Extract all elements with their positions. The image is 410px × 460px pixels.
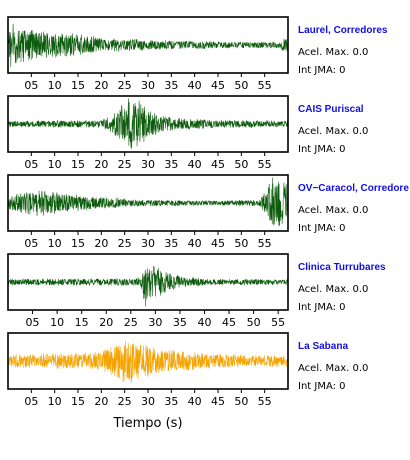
max-acceleration-label: Acel. Max. 0.0	[298, 205, 368, 216]
x-tick-label: 20	[94, 395, 108, 408]
x-tick-label: 10	[48, 158, 62, 171]
waveform-trace-2	[7, 98, 289, 149]
x-tick-label: 50	[234, 395, 248, 408]
x-tick-label: 30	[148, 316, 162, 329]
x-tick-label: 50	[234, 79, 248, 92]
x-tick-label: 30	[141, 237, 155, 250]
x-tick-label: 25	[118, 158, 132, 171]
x-tick-label: 35	[164, 237, 178, 250]
station-name-4: Clinica Turrubares	[298, 262, 386, 273]
station-name-2: CAIS Puriscal	[298, 104, 364, 115]
x-tick-label: 25	[124, 316, 138, 329]
waveform-trace-3	[7, 177, 289, 226]
x-tick-label: 40	[188, 158, 202, 171]
x-tick-label: 40	[188, 237, 202, 250]
max-acceleration-label: Acel. Max. 0.0	[298, 363, 368, 374]
x-tick-label: 05	[24, 158, 38, 171]
x-tick-label: 35	[164, 79, 178, 92]
x-tick-label: 30	[141, 79, 155, 92]
x-tick-label: 20	[99, 316, 113, 329]
x-tick-label: 05	[24, 395, 38, 408]
waveform-trace-1	[7, 23, 289, 68]
x-tick-label: 45	[211, 158, 225, 171]
jma-intensity-label: Int JMA: 0	[298, 65, 346, 76]
x-axis-title: Tiempo (s)	[112, 416, 182, 431]
x-tick-label: 25	[118, 237, 132, 250]
x-tick-label: 45	[211, 395, 225, 408]
waveform-trace-4	[7, 265, 289, 307]
x-tick-label: 55	[258, 395, 272, 408]
x-tick-label: 35	[173, 316, 187, 329]
max-acceleration-label: Acel. Max. 0.0	[298, 126, 368, 137]
x-tick-label: 45	[211, 79, 225, 92]
x-tick-label: 20	[94, 158, 108, 171]
jma-intensity-label: Int JMA: 0	[298, 223, 346, 234]
x-tick-label: 20	[94, 237, 108, 250]
x-tick-label: 55	[258, 158, 272, 171]
x-tick-label: 45	[211, 237, 225, 250]
x-tick-label: 55	[271, 316, 285, 329]
x-tick-label: 15	[71, 237, 85, 250]
x-tick-label: 25	[118, 79, 132, 92]
x-tick-label: 15	[71, 79, 85, 92]
x-tick-label: 05	[24, 79, 38, 92]
x-tick-label: 40	[188, 395, 202, 408]
x-tick-label: 55	[258, 237, 272, 250]
x-tick-label: 35	[164, 395, 178, 408]
x-tick-label: 15	[71, 395, 85, 408]
x-tick-label: 20	[94, 79, 108, 92]
max-acceleration-label: Acel. Max. 0.0	[298, 47, 368, 58]
x-tick-label: 15	[75, 316, 89, 329]
waveform-trace-5	[7, 340, 289, 383]
x-tick-label: 05	[26, 316, 40, 329]
max-acceleration-label: Acel. Max. 0.0	[298, 284, 368, 295]
x-tick-label: 50	[247, 316, 261, 329]
station-name-3: OV−Caracol, Corredore	[298, 183, 409, 194]
x-tick-label: 30	[141, 395, 155, 408]
station-name-1: Laurel, Corredores	[298, 25, 388, 36]
x-tick-label: 25	[118, 395, 132, 408]
x-tick-label: 10	[48, 395, 62, 408]
x-tick-label: 15	[71, 158, 85, 171]
x-tick-label: 10	[48, 79, 62, 92]
x-tick-label: 10	[48, 237, 62, 250]
x-tick-label: 30	[141, 158, 155, 171]
station-name-5: La Sabana	[298, 341, 348, 352]
x-tick-label: 55	[258, 79, 272, 92]
jma-intensity-label: Int JMA: 0	[298, 144, 346, 155]
jma-intensity-label: Int JMA: 0	[298, 302, 346, 313]
x-tick-label: 10	[50, 316, 64, 329]
x-tick-label: 40	[197, 316, 211, 329]
x-tick-label: 35	[164, 158, 178, 171]
x-tick-label: 50	[234, 237, 248, 250]
x-tick-label: 40	[188, 79, 202, 92]
x-tick-label: 05	[24, 237, 38, 250]
jma-intensity-label: Int JMA: 0	[298, 381, 346, 392]
x-tick-label: 45	[222, 316, 236, 329]
x-tick-label: 50	[234, 158, 248, 171]
panel-frame-4	[7, 253, 289, 311]
